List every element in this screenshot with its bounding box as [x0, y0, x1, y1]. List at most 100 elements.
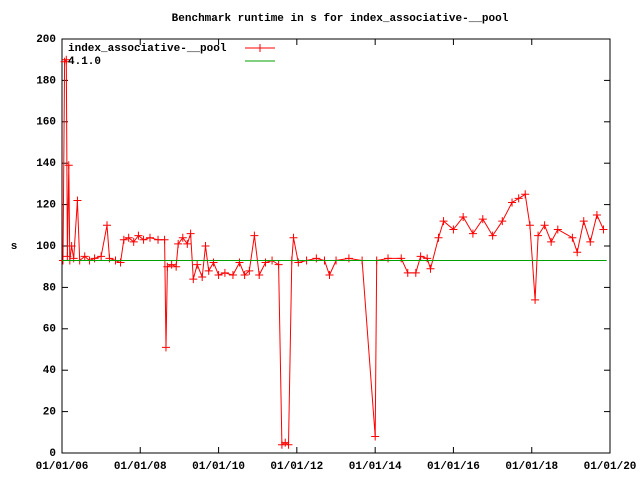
y-tick-label: 40 — [43, 365, 56, 377]
point-marker — [256, 44, 264, 52]
point-marker — [411, 268, 420, 277]
point-marker — [145, 233, 154, 242]
point-marker — [198, 273, 207, 282]
point-marker — [172, 262, 181, 271]
point-marker — [90, 254, 99, 263]
y-tick-label: 20 — [43, 407, 56, 419]
point-marker — [403, 268, 412, 277]
point-marker — [508, 198, 517, 207]
point-marker — [178, 233, 187, 242]
point-marker — [534, 231, 543, 240]
point-marker — [214, 270, 223, 279]
point-marker — [250, 231, 259, 240]
point-marker — [240, 270, 249, 279]
x-tick-label: 01/01/20 — [584, 461, 637, 473]
x-tick-label: 01/01/06 — [36, 461, 89, 473]
point-marker — [201, 242, 210, 250]
point-marker — [103, 221, 112, 230]
point-marker — [63, 252, 72, 261]
point-marker — [73, 196, 82, 205]
point-marker — [312, 254, 321, 263]
point-marker — [325, 270, 334, 279]
point-marker — [119, 235, 128, 244]
y-tick-label: 200 — [36, 34, 56, 46]
point-marker — [161, 343, 170, 352]
x-tick-label: 01/01/18 — [505, 461, 558, 473]
point-marker — [371, 432, 380, 441]
point-marker — [167, 260, 176, 269]
x-tick-label: 01/01/12 — [270, 461, 323, 473]
point-marker — [134, 231, 143, 240]
y-tick-label: 180 — [36, 75, 56, 87]
point-marker — [531, 295, 540, 304]
point-marker — [397, 254, 406, 263]
point-marker — [204, 266, 213, 275]
point-marker — [163, 262, 172, 271]
point-marker — [586, 237, 595, 246]
point-marker — [284, 440, 293, 449]
point-marker — [573, 248, 582, 257]
point-marker — [592, 210, 601, 219]
point-marker — [62, 55, 71, 64]
point-marker — [105, 254, 114, 263]
point-marker — [434, 233, 443, 242]
y-tick-label: 140 — [36, 158, 56, 170]
y-tick-label: 80 — [43, 282, 56, 294]
point-marker — [228, 270, 237, 279]
point-marker — [209, 258, 218, 267]
point-marker — [468, 229, 477, 238]
point-marker — [478, 215, 487, 224]
y-tick-label: 60 — [43, 324, 56, 336]
point-marker — [289, 233, 298, 242]
point-marker — [160, 235, 169, 244]
point-marker — [294, 258, 303, 267]
point-marker — [553, 225, 562, 234]
point-marker — [220, 268, 229, 277]
point-marker — [186, 229, 195, 238]
point-marker — [525, 221, 534, 230]
point-marker — [80, 252, 89, 261]
point-marker — [384, 254, 393, 263]
point-marker — [568, 233, 577, 242]
plot-frame — [61, 38, 611, 454]
point-marker — [67, 242, 76, 250]
point-marker — [449, 225, 458, 234]
y-tick-label: 100 — [36, 241, 56, 253]
x-tick-label: 01/01/16 — [427, 461, 480, 473]
point-marker — [281, 438, 290, 447]
point-marker — [97, 252, 106, 261]
point-marker — [64, 161, 73, 170]
point-marker — [416, 252, 425, 261]
point-marker — [69, 254, 78, 263]
point-marker — [599, 225, 608, 234]
point-marker — [579, 217, 588, 226]
point-marker — [540, 221, 549, 230]
point-marker — [439, 217, 448, 226]
x-tick-label: 01/01/14 — [349, 461, 402, 473]
point-marker — [274, 260, 283, 269]
point-marker — [193, 260, 202, 269]
point-marker — [344, 254, 353, 263]
point-marker — [139, 235, 148, 244]
y-axis-label: s — [11, 241, 18, 253]
point-marker — [514, 194, 523, 203]
x-tick-label: 01/01/10 — [192, 461, 245, 473]
point-marker — [189, 275, 198, 284]
point-marker — [255, 270, 264, 279]
y-tick-label: 120 — [36, 200, 56, 212]
chart-title: Benchmark runtime in s for index_associa… — [172, 13, 509, 25]
point-marker — [488, 231, 497, 240]
point-marker — [235, 258, 244, 267]
point-marker — [60, 57, 69, 66]
point-marker — [129, 237, 138, 246]
point-marker — [245, 266, 254, 275]
legend-label: 4.1.0 — [68, 56, 101, 68]
legend-label: index_associative-__pool — [68, 43, 227, 55]
point-marker — [124, 233, 133, 242]
point-marker — [426, 264, 435, 273]
point-marker — [183, 239, 192, 248]
series-line — [62, 58, 604, 446]
point-marker — [261, 258, 270, 267]
point-marker — [174, 239, 183, 248]
